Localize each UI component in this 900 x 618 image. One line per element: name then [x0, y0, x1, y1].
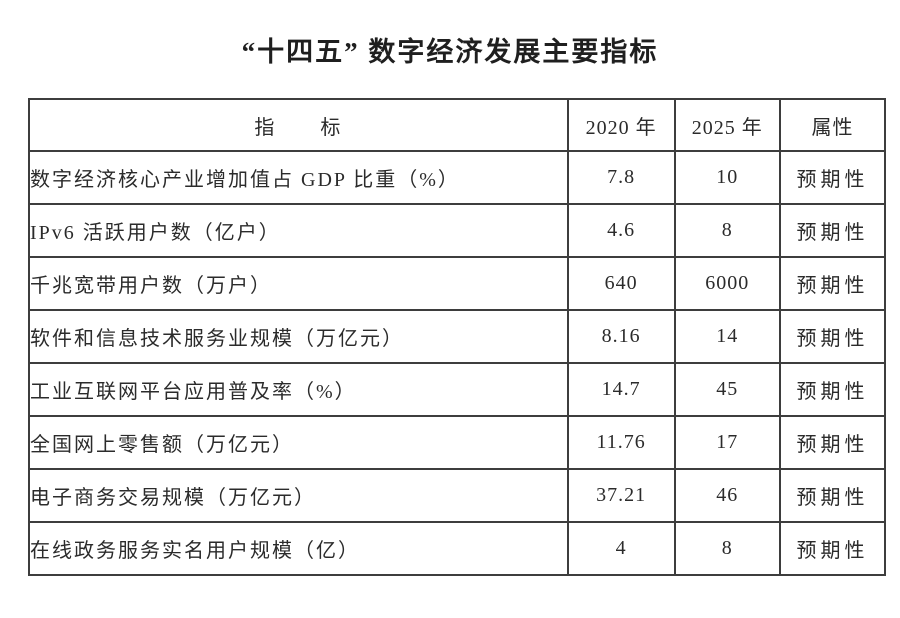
- header-2025: 2025 年: [673, 98, 781, 152]
- cell-2020-value: 4: [566, 521, 676, 576]
- table-row: 软件和信息技术服务业规模（万亿元） 8.16 14 预期性: [28, 309, 887, 364]
- cell-2025-value: 6000: [673, 256, 781, 311]
- cell-2025-value: 10: [673, 150, 781, 205]
- cell-attribute: 预期性: [778, 468, 887, 523]
- page-title: “十四五” 数字经济发展主要指标: [241, 37, 659, 67]
- cell-2025-value: 46: [673, 468, 781, 523]
- cell-2020-value: 7.8: [566, 150, 676, 205]
- cell-attribute: 预期性: [778, 362, 887, 417]
- cell-2025-value: 45: [673, 362, 781, 417]
- cell-2020-value: 8.16: [566, 309, 676, 364]
- table-row: 在线政务服务实名用户规模（亿） 4 8 预期性: [28, 521, 887, 576]
- table-row: 全国网上零售额（万亿元） 11.76 17 预期性: [28, 415, 887, 470]
- cell-2020-value: 14.7: [566, 362, 676, 417]
- table-header-row: 指 标 2020 年 2025 年 属性: [28, 98, 887, 152]
- cell-indicator: 数字经济核心产业增加值占 GDP 比重（%）: [28, 150, 569, 205]
- cell-attribute: 预期性: [778, 521, 887, 576]
- cell-2025-value: 14: [673, 309, 781, 364]
- cell-2020-value: 37.21: [566, 468, 676, 523]
- cell-attribute: 预期性: [778, 415, 887, 470]
- cell-attribute: 预期性: [778, 309, 887, 364]
- cell-2020-value: 640: [566, 256, 676, 311]
- cell-indicator: 电子商务交易规模（万亿元）: [28, 468, 569, 523]
- table-row: IPv6 活跃用户数（亿户） 4.6 8 预期性: [28, 203, 887, 258]
- cell-attribute: 预期性: [778, 203, 887, 258]
- cell-2020-value: 4.6: [566, 203, 676, 258]
- cell-attribute: 预期性: [778, 150, 887, 205]
- table-row: 千兆宽带用户数（万户） 640 6000 预期性: [28, 256, 887, 311]
- cell-indicator: IPv6 活跃用户数（亿户）: [28, 203, 569, 258]
- header-2020: 2020 年: [566, 98, 676, 152]
- cell-2025-value: 8: [673, 521, 781, 576]
- cell-2025-value: 17: [673, 415, 781, 470]
- cell-indicator: 千兆宽带用户数（万户）: [28, 256, 569, 311]
- header-indicator: 指 标: [28, 98, 569, 152]
- cell-indicator: 软件和信息技术服务业规模（万亿元）: [28, 309, 569, 364]
- cell-indicator: 在线政务服务实名用户规模（亿）: [28, 521, 569, 576]
- table-row: 电子商务交易规模（万亿元） 37.21 46 预期性: [28, 468, 887, 523]
- table-row: 工业互联网平台应用普及率（%） 14.7 45 预期性: [28, 362, 887, 417]
- cell-2020-value: 11.76: [566, 415, 676, 470]
- header-attribute: 属性: [778, 98, 887, 152]
- cell-attribute: 预期性: [778, 256, 887, 311]
- indicators-table: 指 标 2020 年 2025 年 属性 数字经济核心产业增加值占 GDP 比重…: [28, 98, 887, 576]
- cell-indicator: 全国网上零售额（万亿元）: [28, 415, 569, 470]
- table-row: 数字经济核心产业增加值占 GDP 比重（%） 7.8 10 预期性: [28, 150, 887, 205]
- cell-indicator: 工业互联网平台应用普及率（%）: [28, 362, 569, 417]
- cell-2025-value: 8: [673, 203, 781, 258]
